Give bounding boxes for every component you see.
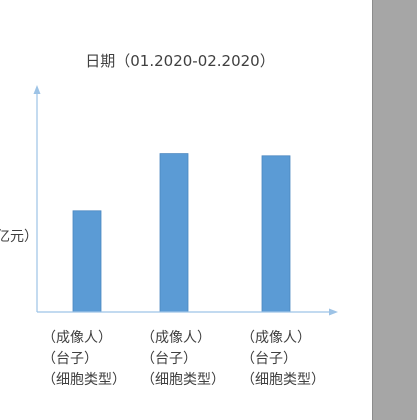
category-label-2: （成像人） （台子） （细胞类型） <box>141 328 241 391</box>
category-label-2-line-1: （成像人） <box>141 330 211 346</box>
right-side-panel <box>372 0 417 420</box>
category-label-3-line-1: （成像人） <box>241 330 311 346</box>
category-label-3-line-2: （台子） <box>241 351 297 367</box>
chart-title: 日期（01.2020-02.2020） <box>85 52 275 70</box>
y-axis-label: 亿元） <box>0 229 38 245</box>
category-label-1-line-1: （成像人） <box>42 330 112 346</box>
category-label-2-line-3: （细胞类型） <box>141 372 225 388</box>
category-label-2-line-2: （台子） <box>141 351 197 367</box>
bar-1 <box>72 210 102 313</box>
category-label-3: （成像人） （台子） （细胞类型） <box>241 328 341 391</box>
bar-3 <box>261 155 291 313</box>
y-axis-arrow <box>33 85 41 94</box>
bar-2 <box>159 153 189 313</box>
x-axis-arrow <box>329 308 338 316</box>
chart-area: 日期（01.2020-02.2020） 亿元） （成像人） （台子） （细胞类型… <box>0 52 341 391</box>
category-label-3-line-3: （细胞类型） <box>241 372 325 388</box>
plot-area <box>33 85 338 316</box>
category-label-1: （成像人） （台子） （细胞类型） <box>42 328 142 391</box>
category-label-1-line-3: （细胞类型） <box>42 372 126 388</box>
category-label-1-line-2: （台子） <box>42 351 98 367</box>
